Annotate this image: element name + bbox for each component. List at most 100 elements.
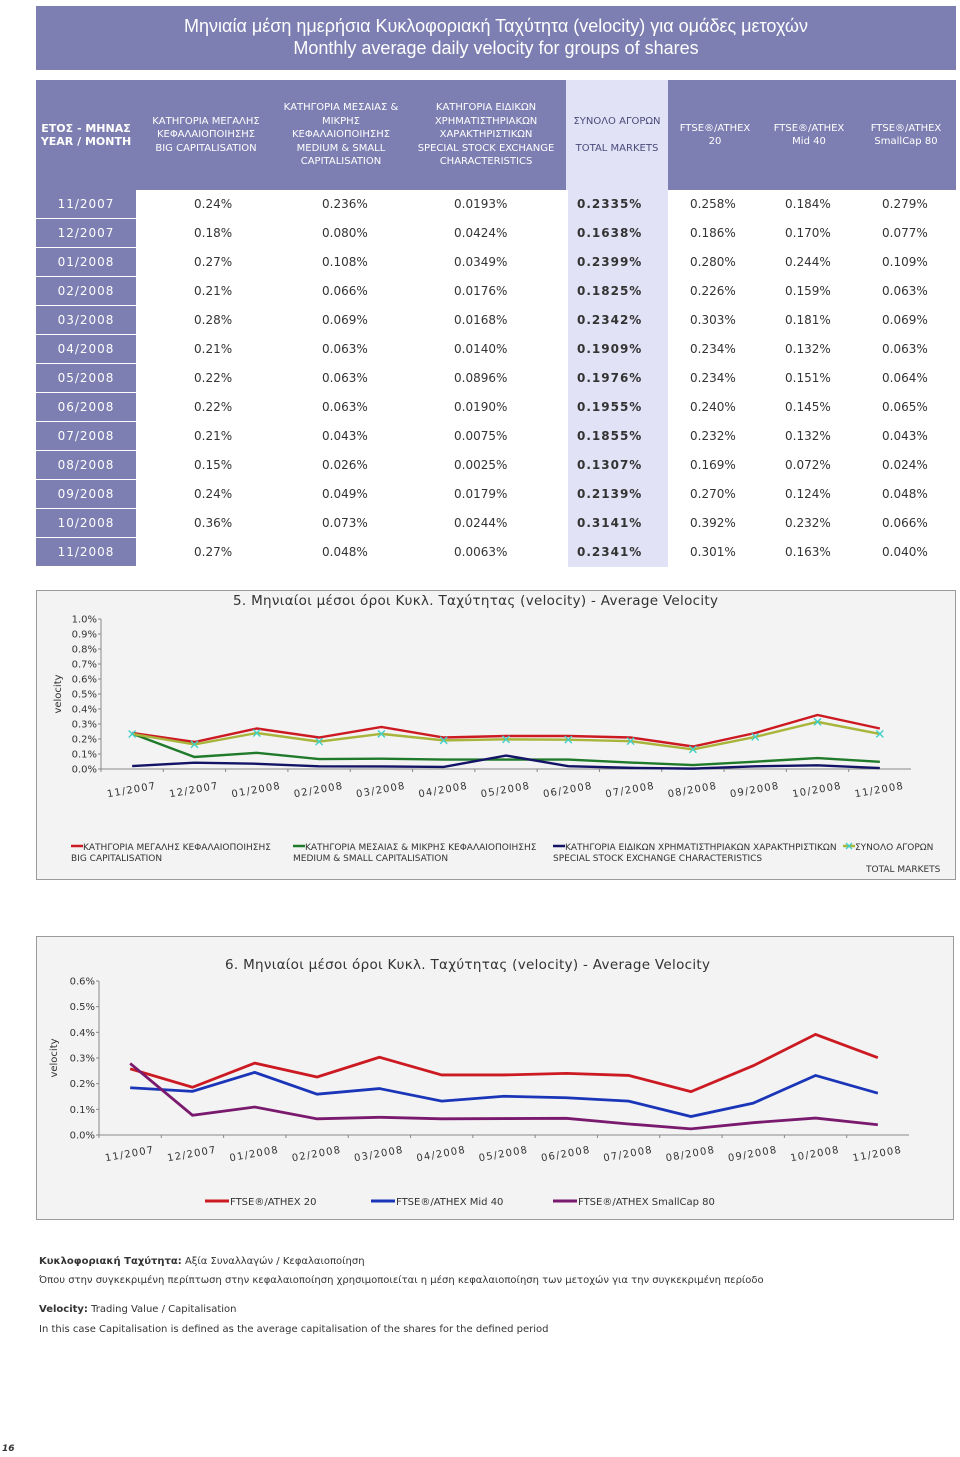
- y-tick-label: 0.8%: [72, 645, 97, 656]
- value-cell: 0.108%: [322, 255, 368, 269]
- value-cell: 0.024%: [882, 458, 928, 472]
- total-value-cell: 0.2341%: [577, 538, 643, 567]
- legend-label: ΚΑΤΗΓΟΡΙΑ ΜΕΣΑΙΑΣ & ΜΙΚΡΗΣ ΚΕΦΑΛΑΙΟΠΟΙΗΣ…: [305, 843, 537, 853]
- footnote-gr-label: Κυκλοφοριακή Ταχύτητα:: [39, 1256, 182, 1267]
- legend-marker: [845, 842, 853, 850]
- title-english: Monthly average daily velocity for group…: [293, 38, 699, 58]
- legend-label: FTSE®/ATHEX SmallCap 80: [578, 1197, 715, 1208]
- x-tick-label: 03/2008: [355, 781, 406, 801]
- legend-label: FTSE®/ATHEX 20: [230, 1197, 316, 1208]
- value-cell: 0.0176%: [454, 284, 508, 298]
- value-cell: 0.049%: [322, 487, 368, 501]
- table-row: 07/2008 0.21% 0.043% 0.0075% 0.1855% 0.232% 0.…: [36, 422, 956, 451]
- table-row: 06/2008 0.22% 0.063% 0.0190% 0.1955% 0.240% 0.…: [36, 393, 956, 422]
- header-greek: FTSE®/ATHEX: [870, 122, 942, 134]
- marker-stroke: [751, 732, 760, 741]
- year-month-cell: 11/2008: [36, 538, 136, 567]
- marker-stroke: [688, 745, 697, 754]
- x-tick-label: 11/2008: [854, 781, 905, 801]
- year-month-cell: 04/2008: [36, 335, 136, 364]
- value-cell: 0.27%: [194, 255, 233, 269]
- value-cell: 0.043%: [882, 429, 928, 443]
- data-point-marker: [813, 717, 822, 726]
- value-cell: 0.043%: [322, 429, 368, 443]
- value-cell: 0.232%: [785, 516, 831, 530]
- data-point-marker: [751, 732, 760, 741]
- x-tick-label: 10/2008: [790, 1145, 841, 1165]
- value-cell: 0.0190%: [454, 400, 508, 414]
- marker-stroke: [190, 740, 199, 749]
- value-cell: 0.0896%: [454, 371, 508, 385]
- y-tick-label: 0.7%: [72, 660, 97, 671]
- marker-stroke: [875, 729, 884, 738]
- marker-stroke: [502, 735, 510, 744]
- chart-6-plot: 0.0% 0.1% 0.2% 0.3% 0.4% 0.5% 0.6% velocity 11/2…: [49, 977, 909, 1208]
- footnote-gr-definition: Κυκλοφοριακή Ταχύτητα: Αξία Συναλλαγών /…: [39, 1256, 365, 1267]
- velocity-table: 11/2007 0.24% 0.236% 0.0193% 0.2335% 0.258% 0.…: [36, 190, 956, 567]
- value-cell: 0.36%: [194, 516, 233, 530]
- chart-5-plot: 0.0% 0.1% 0.2% 0.3% 0.4% 0.5% 0.6% 0.7% 0.8% 0.9%…: [53, 615, 941, 876]
- x-tick-label: 03/2008: [353, 1145, 404, 1165]
- header-greek: ΚΑΤΗΓΟΡΙΑ ΜΕΓΑΛΗΣ ΚΕΦΑΛΑΙΟΠΟΙΗΣΗΣ: [152, 115, 260, 141]
- data-point-marker: [439, 736, 448, 745]
- total-value-cell: 0.2335%: [577, 190, 643, 219]
- data-point-marker: [190, 740, 199, 749]
- table-header-text: FTSE®/ATHEX Mid 40: [774, 122, 845, 149]
- y-tick-label: 0.1%: [72, 750, 97, 761]
- total-value-cell: 0.1825%: [577, 277, 643, 306]
- header-greek: ΚΑΤΗΓΟΡΙΑ ΜΕΣΑΙΑΣ & ΜΙΚΡΗΣ ΚΕΦΑΛΑΙΟΠΟΙΗΣ…: [283, 102, 399, 141]
- value-cell: 0.063%: [882, 342, 928, 356]
- value-cell: 0.236%: [322, 197, 368, 211]
- value-cell: 0.0193%: [454, 197, 508, 211]
- table-header-cell: FTSE®/ATHEX SmallCap 80: [856, 80, 956, 190]
- value-cell: 0.0168%: [454, 313, 508, 327]
- value-cell: 0.24%: [194, 487, 233, 501]
- table-header-text: FTSE®/ATHEX SmallCap 80: [871, 122, 942, 149]
- x-tick-label: 02/2008: [291, 1145, 342, 1165]
- value-cell: 0.0063%: [454, 545, 508, 559]
- value-cell: 0.258%: [690, 197, 736, 211]
- value-cell: 0.145%: [785, 400, 831, 414]
- value-cell: 0.392%: [690, 516, 736, 530]
- value-cell: 0.163%: [785, 545, 831, 559]
- x-tick-label: 05/2008: [478, 1145, 529, 1165]
- table-row: 12/2007 0.18% 0.080% 0.0424% 0.1638% 0.186% 0.…: [36, 219, 956, 248]
- table-header-cell: ΣΥΝΟΛΟ ΑΓΟΡΩΝ TOTAL MARKETS: [566, 80, 668, 190]
- marker-stroke: [252, 729, 261, 738]
- year-month-cell: 12/2007: [36, 219, 136, 248]
- total-value-cell: 0.1855%: [577, 422, 643, 451]
- x-tick-label: 07/2008: [603, 1145, 654, 1165]
- y-tick-label: 0.9%: [72, 630, 97, 641]
- y-tick-label: 0.0%: [72, 765, 97, 776]
- x-tick-label: 08/2008: [667, 781, 718, 801]
- marker-stroke: [439, 736, 448, 745]
- year-month-cell: 10/2008: [36, 509, 136, 538]
- total-value-cell: 0.2139%: [577, 480, 643, 509]
- marker-stroke: [845, 842, 853, 850]
- year-month-cell: 11/2007: [36, 190, 136, 219]
- header-greek: FTSE®/ATHEX: [773, 122, 845, 134]
- header-greek: ΕΤΟΣ - ΜΗΝΑΣ: [41, 121, 131, 135]
- legend-sublabel: SPECIAL STOCK EXCHANGE CHARACTERISTICS: [553, 854, 762, 864]
- value-cell: 0.0075%: [454, 429, 508, 443]
- legend-sublabel: BIG CAPITALISATION: [71, 854, 162, 864]
- value-cell: 0.21%: [194, 429, 233, 443]
- header-greek: FTSE®/ATHEX: [679, 122, 751, 134]
- value-cell: 0.0424%: [454, 226, 508, 240]
- value-cell: 0.077%: [882, 226, 928, 240]
- y-tick-label: 0.4%: [70, 1028, 95, 1039]
- value-cell: 0.270%: [690, 487, 736, 501]
- x-tick-label: 04/2008: [416, 1145, 467, 1165]
- table-header-cell: ΚΑΤΗΓΟΡΙΑ ΜΕΣΑΙΑΣ & ΜΙΚΡΗΣ ΚΕΦΑΛΑΙΟΠΟΙΗΣ…: [276, 80, 406, 190]
- value-cell: 0.0179%: [454, 487, 508, 501]
- value-cell: 0.080%: [322, 226, 368, 240]
- table-row: 08/2008 0.15% 0.026% 0.0025% 0.1307% 0.169% 0.…: [36, 451, 956, 480]
- header-greek: ΚΑΤΗΓΟΡΙΑ ΕΙΔΙΚΩΝ ΧΡΗΜΑΤΙΣΤΗΡΙΑΚΩΝ ΧΑΡΑΚ…: [434, 102, 538, 141]
- value-cell: 0.151%: [785, 371, 831, 385]
- data-point-marker: [128, 729, 137, 738]
- marker-stroke: [128, 729, 137, 738]
- table-header-cell: ΚΑΤΗΓΟΡΙΑ ΜΕΓΑΛΗΣ ΚΕΦΑΛΑΙΟΠΟΙΗΣΗΣ BIG CAP…: [136, 80, 276, 190]
- table-row: 05/2008 0.22% 0.063% 0.0896% 0.1976% 0.234% 0.…: [36, 364, 956, 393]
- y-tick-label: 0.3%: [72, 720, 97, 731]
- y-tick-label: 0.6%: [70, 977, 95, 988]
